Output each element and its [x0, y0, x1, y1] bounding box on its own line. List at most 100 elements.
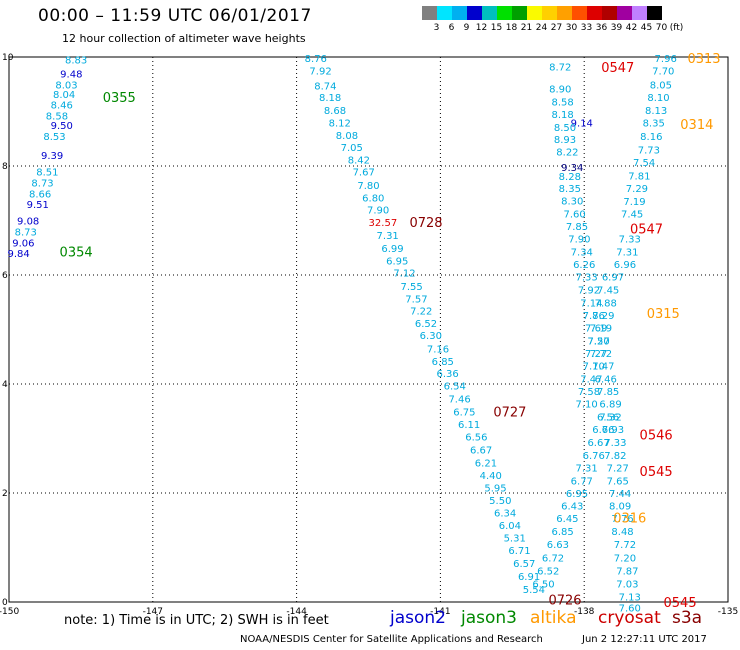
timestamp: Jun 2 12:27:11 UTC 2017 — [582, 634, 707, 645]
color-scale-label: 70 — [655, 23, 668, 33]
wave-height-point: 9.14 — [571, 118, 593, 129]
satellite-legend-s3a: s3a — [672, 608, 703, 628]
wave-height-point: 7.27 — [585, 349, 607, 360]
wave-height-point: 7.82 — [604, 451, 626, 462]
color-scale-swatch — [572, 6, 587, 20]
wave-height-point: 7.31 — [575, 463, 597, 474]
pass-time-label: 0547 — [630, 223, 663, 238]
pass-time-label: 0546 — [640, 429, 673, 444]
wave-height-point: 7.57 — [587, 336, 609, 347]
wave-height-point: 5.31 — [504, 534, 526, 545]
color-scale-label: 24 — [535, 23, 548, 33]
wave-height-point: 7.72 — [590, 349, 612, 360]
wave-height-point: 8.50 — [554, 123, 576, 134]
color-scale-swatch — [497, 6, 512, 20]
wave-height-point: 5.54 — [523, 585, 545, 596]
wave-height-point: 8.73 — [15, 227, 37, 238]
wave-height-point: 6.34 — [494, 509, 516, 520]
wave-height-point: 8.46 — [51, 100, 73, 111]
color-scale-label: 9 — [463, 23, 470, 33]
color-scale-label: (ft) — [669, 23, 684, 33]
pass-time-label: 0728 — [409, 216, 442, 231]
wave-height-point: 7.45 — [597, 286, 619, 297]
wave-height-point: 7.72 — [614, 540, 636, 551]
color-scale-swatch — [542, 6, 557, 20]
color-scale-swatch — [602, 6, 617, 20]
wave-height-point: 6.80 — [362, 194, 384, 205]
wave-height-point: 7.33 — [575, 273, 597, 284]
color-scale-label: 27 — [550, 23, 563, 33]
wave-height-point: 8.74 — [314, 81, 336, 92]
wave-height-point: 8.66 — [29, 189, 51, 200]
wave-height-point: 8.93 — [554, 135, 576, 146]
wave-height-point: 8.30 — [561, 196, 583, 207]
x-tick-label: -135 — [718, 607, 738, 617]
chart-subtitle: 12 hour collection of altimeter wave hei… — [62, 32, 306, 45]
wave-height-point: 7.93 — [602, 425, 624, 436]
satellite-legend-jason3: jason3 — [461, 608, 517, 628]
pass-time-label: 0545 — [664, 596, 697, 611]
wave-height-point: 7.19 — [590, 323, 612, 334]
wave-height-point: 7.20 — [587, 336, 609, 347]
wave-height-point: 8.04 — [53, 90, 75, 101]
wave-height-point: 8.16 — [640, 132, 662, 143]
plot-frame — [8, 56, 729, 603]
wave-height-point: 7.10 — [575, 400, 597, 411]
wave-height-point: 6.57 — [513, 559, 535, 570]
wave-height-point: 6.26 — [573, 260, 595, 271]
x-tick-label: -150 — [0, 607, 19, 617]
wave-height-point: 6.56 — [465, 432, 487, 443]
wave-height-point: 6.85 — [432, 357, 454, 368]
wave-height-point: 6.76 — [583, 451, 605, 462]
wave-height-point: 6.30 — [420, 331, 442, 342]
pass-time-label: 0355 — [103, 91, 136, 106]
wave-height-point: 7.65 — [607, 476, 629, 487]
color-scale-swatch — [452, 6, 467, 20]
pass-time-label: 0314 — [680, 118, 713, 133]
wave-height-point: 6.97 — [602, 273, 624, 284]
pass-time-label: 0726 — [548, 593, 581, 608]
wave-height-point: 9.84 — [7, 249, 29, 260]
wave-height-point: 6.71 — [508, 546, 530, 557]
y-tick-label: 10 — [2, 53, 14, 63]
wave-height-point: 6.56 — [597, 413, 619, 424]
x-tick-label: -141 — [430, 607, 450, 617]
color-scale-label: 12 — [475, 23, 488, 33]
wave-height-point: 6.43 — [561, 502, 583, 513]
wave-height-point: 8.35 — [559, 184, 581, 195]
wave-height-point: 7.69 — [585, 323, 607, 334]
wave-height-point: 7.47 — [580, 375, 602, 386]
wave-height-point: 9.34 — [561, 163, 583, 174]
wave-height-point: 7.92 — [578, 286, 600, 297]
wave-height-point: 8.03 — [55, 80, 77, 91]
wave-height-point: 7.20 — [614, 553, 636, 564]
pass-time-label: 0315 — [647, 307, 680, 322]
color-scale-label: 3 — [433, 23, 440, 33]
wave-height-point: 7.92 — [309, 67, 331, 78]
wave-height-point: 7.19 — [623, 197, 645, 208]
wave-height-point: 6.50 — [532, 579, 554, 590]
wave-height-point: 7.96 — [655, 54, 677, 65]
satellite-legend-cryosat: cryosat — [598, 608, 661, 628]
wave-height-point: 9.08 — [17, 217, 39, 228]
wave-height-point: 32.57 — [369, 218, 398, 229]
color-scale-label: 18 — [505, 23, 518, 33]
wave-height-point: 9.06 — [12, 238, 34, 249]
wave-height-point: 6.89 — [599, 400, 621, 411]
wave-height-point: 7.33 — [604, 438, 626, 449]
wave-height-point: 8.35 — [643, 118, 665, 129]
color-scale-swatch — [527, 6, 542, 20]
wave-height-point: 7.45 — [621, 209, 643, 220]
pass-time-label: 0547 — [601, 61, 634, 76]
wave-height-point: 7.31 — [377, 231, 399, 242]
wave-height-point: 6.95 — [566, 489, 588, 500]
wave-height-point: 8.09 — [609, 502, 631, 513]
wave-height-point: 6.85 — [551, 527, 573, 538]
wave-height-point: 7.76 — [611, 514, 633, 525]
wave-height-point: 8.73 — [31, 178, 53, 189]
wave-height-point: 4.40 — [480, 471, 502, 482]
wave-height-point: 8.42 — [348, 155, 370, 166]
wave-height-point: 7.16 — [427, 345, 449, 356]
wave-height-point: 6.77 — [571, 476, 593, 487]
pass-time-label: 0727 — [493, 405, 526, 420]
